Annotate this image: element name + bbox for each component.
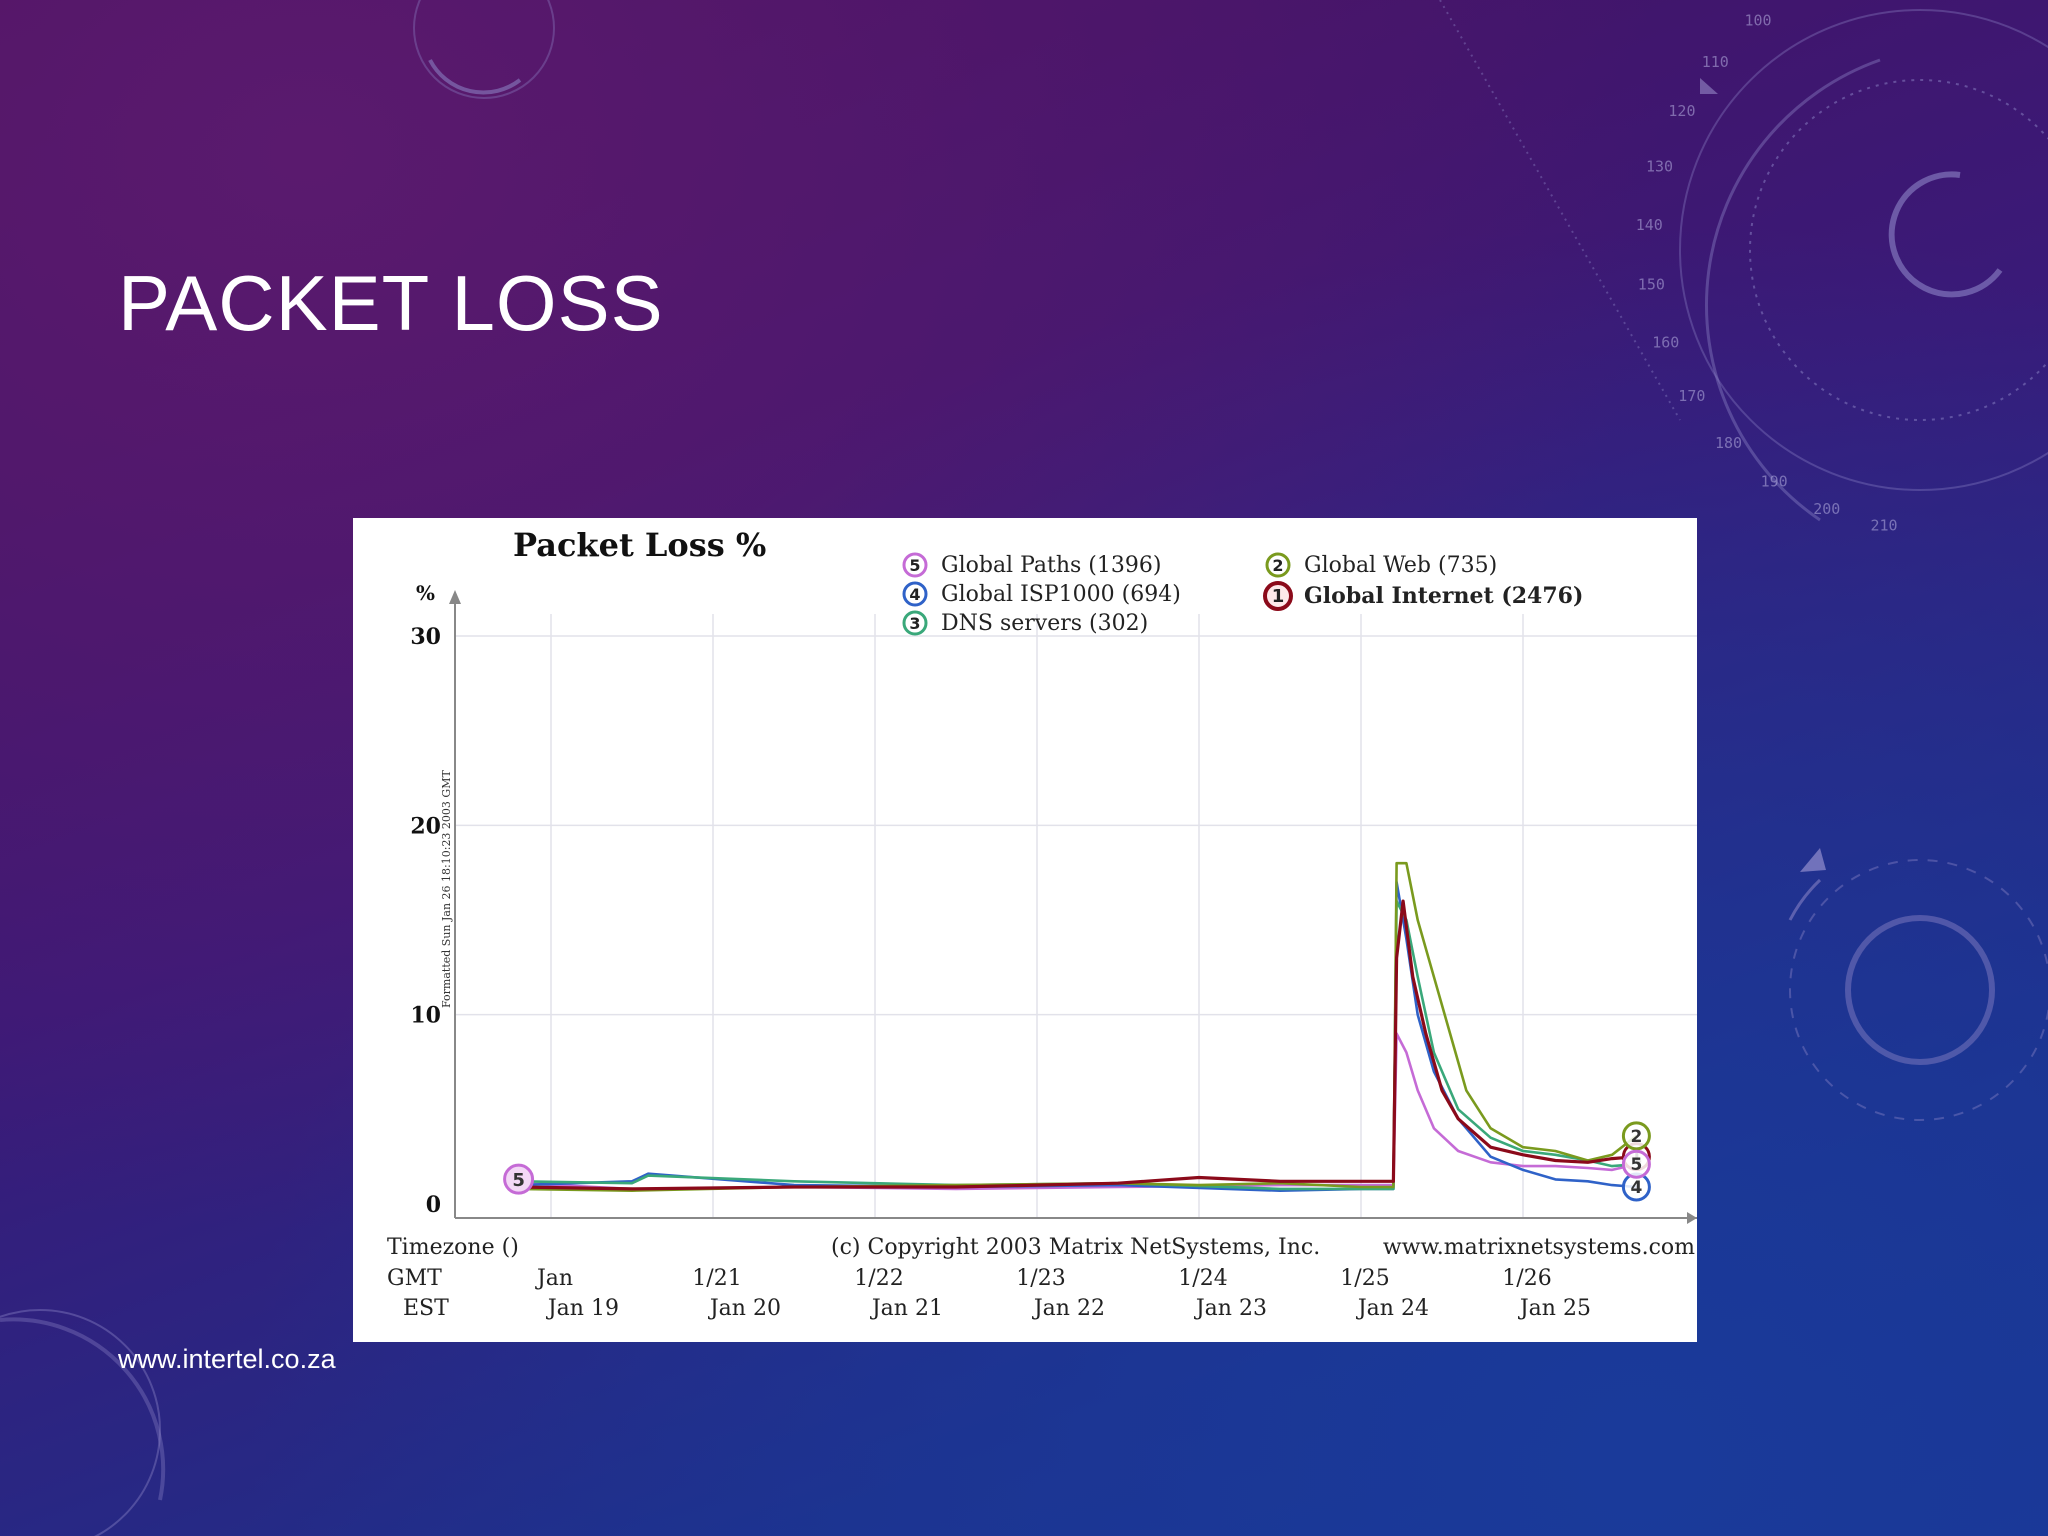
svg-text:5: 5 xyxy=(1630,1155,1642,1175)
series-start-marker-5: 5 xyxy=(503,1163,535,1195)
dial-tick-label: 100 xyxy=(1745,11,1772,29)
gmt-tick-label: 1/26 xyxy=(1502,1266,1551,1291)
deco-ring-top-left xyxy=(413,0,555,99)
svg-text:1: 1 xyxy=(1272,586,1285,607)
legend-item-3: 3 DNS servers (302) xyxy=(902,610,1148,636)
x-tick-labels: Jan 1/21 1/22 1/23 1/24 1/25 1/26 Jan 19 Jan 20 J… xyxy=(535,1266,1591,1321)
dial-tick-label: 150 xyxy=(1638,276,1665,294)
legend-item-5: 5 Global Paths (1396) xyxy=(902,552,1161,578)
y-tick-label: 20 xyxy=(410,813,441,839)
chart-svg: Packet Loss % % Formatted Sun Jan 26 18:… xyxy=(387,526,1697,1321)
packet-loss-chart: Packet Loss % % Formatted Sun Jan 26 18:… xyxy=(353,518,1697,1342)
dial-tick-label: 160 xyxy=(1652,334,1679,352)
est-tick-label: Jan 20 xyxy=(708,1296,781,1321)
gmt-tick-label: 1/21 xyxy=(692,1266,741,1291)
dial-tick-label: 140 xyxy=(1636,216,1663,234)
legend-label: Global Web (735) xyxy=(1304,553,1497,578)
series-line-3 xyxy=(518,899,1637,1191)
dial-tick-label: 190 xyxy=(1761,472,1788,490)
deco-arrow-icon xyxy=(1700,78,1718,94)
gmt-tick-label: 1/25 xyxy=(1340,1266,1389,1291)
legend-marker-icon xyxy=(1263,581,1293,611)
footer-url: www.intertel.co.za xyxy=(118,1344,336,1374)
svg-text:5: 5 xyxy=(909,556,920,575)
y-axis-label: % xyxy=(416,581,435,605)
series-end-marker-5: 5 xyxy=(1621,1149,1651,1179)
deco-ring-bottom-left xyxy=(0,1309,161,1536)
legend-item-4: 4 Global ISP1000 (694) xyxy=(902,581,1181,607)
svg-text:4: 4 xyxy=(909,585,920,604)
dial-tick-label: 110 xyxy=(1702,53,1729,71)
series-line-2 xyxy=(518,861,1638,1193)
y-tick-label: 0 xyxy=(426,1192,441,1218)
timezone-label: Timezone () xyxy=(387,1235,519,1260)
svg-text:3: 3 xyxy=(909,614,920,633)
svg-text:4: 4 xyxy=(1630,1178,1642,1198)
dial-tick-label: 170 xyxy=(1678,387,1705,405)
legend-item-1: 1 Global Internet (2476) xyxy=(1263,581,1583,611)
gmt-tick-label: 1/24 xyxy=(1178,1266,1227,1291)
legend-item-2: 2 Global Web (735) xyxy=(1265,552,1497,578)
deco-ring-right xyxy=(1845,915,1995,1065)
est-row-label: EST xyxy=(403,1296,449,1321)
gmt-tick-label: 1/22 xyxy=(854,1266,903,1291)
legend-marker-icon xyxy=(902,552,928,578)
legend-marker-icon xyxy=(902,581,928,607)
dial-tick-label: 180 xyxy=(1715,434,1742,452)
chart-legend: 5 Global Paths (1396) 4 Global ISP1000 (694… xyxy=(902,552,1583,636)
y-tick-label: 30 xyxy=(410,624,441,650)
legend-marker-icon xyxy=(1265,552,1291,578)
series-end-marker-4: 4 xyxy=(1621,1172,1651,1202)
legend-label: DNS servers (302) xyxy=(941,611,1148,636)
legend-label: Global Internet (2476) xyxy=(1304,583,1583,609)
y-axis-arrow-icon xyxy=(449,590,461,604)
series-end-markers: 51245 xyxy=(503,1121,1651,1202)
est-tick-label: Jan 24 xyxy=(1356,1296,1429,1321)
series-line-5 xyxy=(518,1032,1637,1191)
svg-text:2: 2 xyxy=(1630,1127,1642,1147)
slide-title: PACKET LOSS xyxy=(118,259,664,347)
chart-title: Packet Loss % xyxy=(513,526,766,564)
gmt-row-label: GMT xyxy=(387,1266,442,1291)
series-line-1 xyxy=(518,899,1637,1191)
deco-arrow-icon xyxy=(1800,848,1826,872)
y-tick-labels: 0 10 20 30 xyxy=(410,624,441,1218)
est-tick-label: Jan 23 xyxy=(1194,1296,1267,1321)
est-tick-label: Jan 22 xyxy=(1032,1296,1105,1321)
svg-text:5: 5 xyxy=(512,1170,525,1191)
legend-marker-icon xyxy=(902,610,928,636)
series-end-marker-2: 2 xyxy=(1621,1121,1651,1151)
website-text: www.matrixnetsystems.com xyxy=(1383,1235,1695,1260)
dial-tick-label: 210 xyxy=(1871,517,1898,535)
deco-dial-ring-outer xyxy=(1679,9,2048,491)
dial-tick-label: 130 xyxy=(1646,157,1673,175)
est-tick-label: Jan 19 xyxy=(546,1296,619,1321)
gmt-tick-label: 1/23 xyxy=(1016,1266,1065,1291)
side-note: Formatted Sun Jan 26 18:10:23 2003 GMT xyxy=(440,770,453,1008)
chart-axes xyxy=(449,590,1697,1224)
dial-tick-label: 200 xyxy=(1813,500,1840,518)
chart-grid xyxy=(455,614,1697,1218)
legend-label: Global Paths (1396) xyxy=(941,553,1161,578)
x-axis-arrow-icon xyxy=(1687,1212,1697,1224)
series-line-4 xyxy=(518,880,1637,1193)
gmt-tick-label: Jan xyxy=(535,1266,573,1291)
legend-label: Global ISP1000 (694) xyxy=(941,582,1181,607)
y-tick-label: 10 xyxy=(410,1003,441,1029)
copyright-text: (c) Copyright 2003 Matrix NetSystems, In… xyxy=(831,1235,1320,1260)
dial-tick-label: 120 xyxy=(1668,102,1695,120)
svg-text:2: 2 xyxy=(1272,556,1283,575)
est-tick-label: Jan 21 xyxy=(870,1296,943,1321)
est-tick-label: Jan 25 xyxy=(1518,1296,1591,1321)
series-lines xyxy=(518,861,1638,1193)
